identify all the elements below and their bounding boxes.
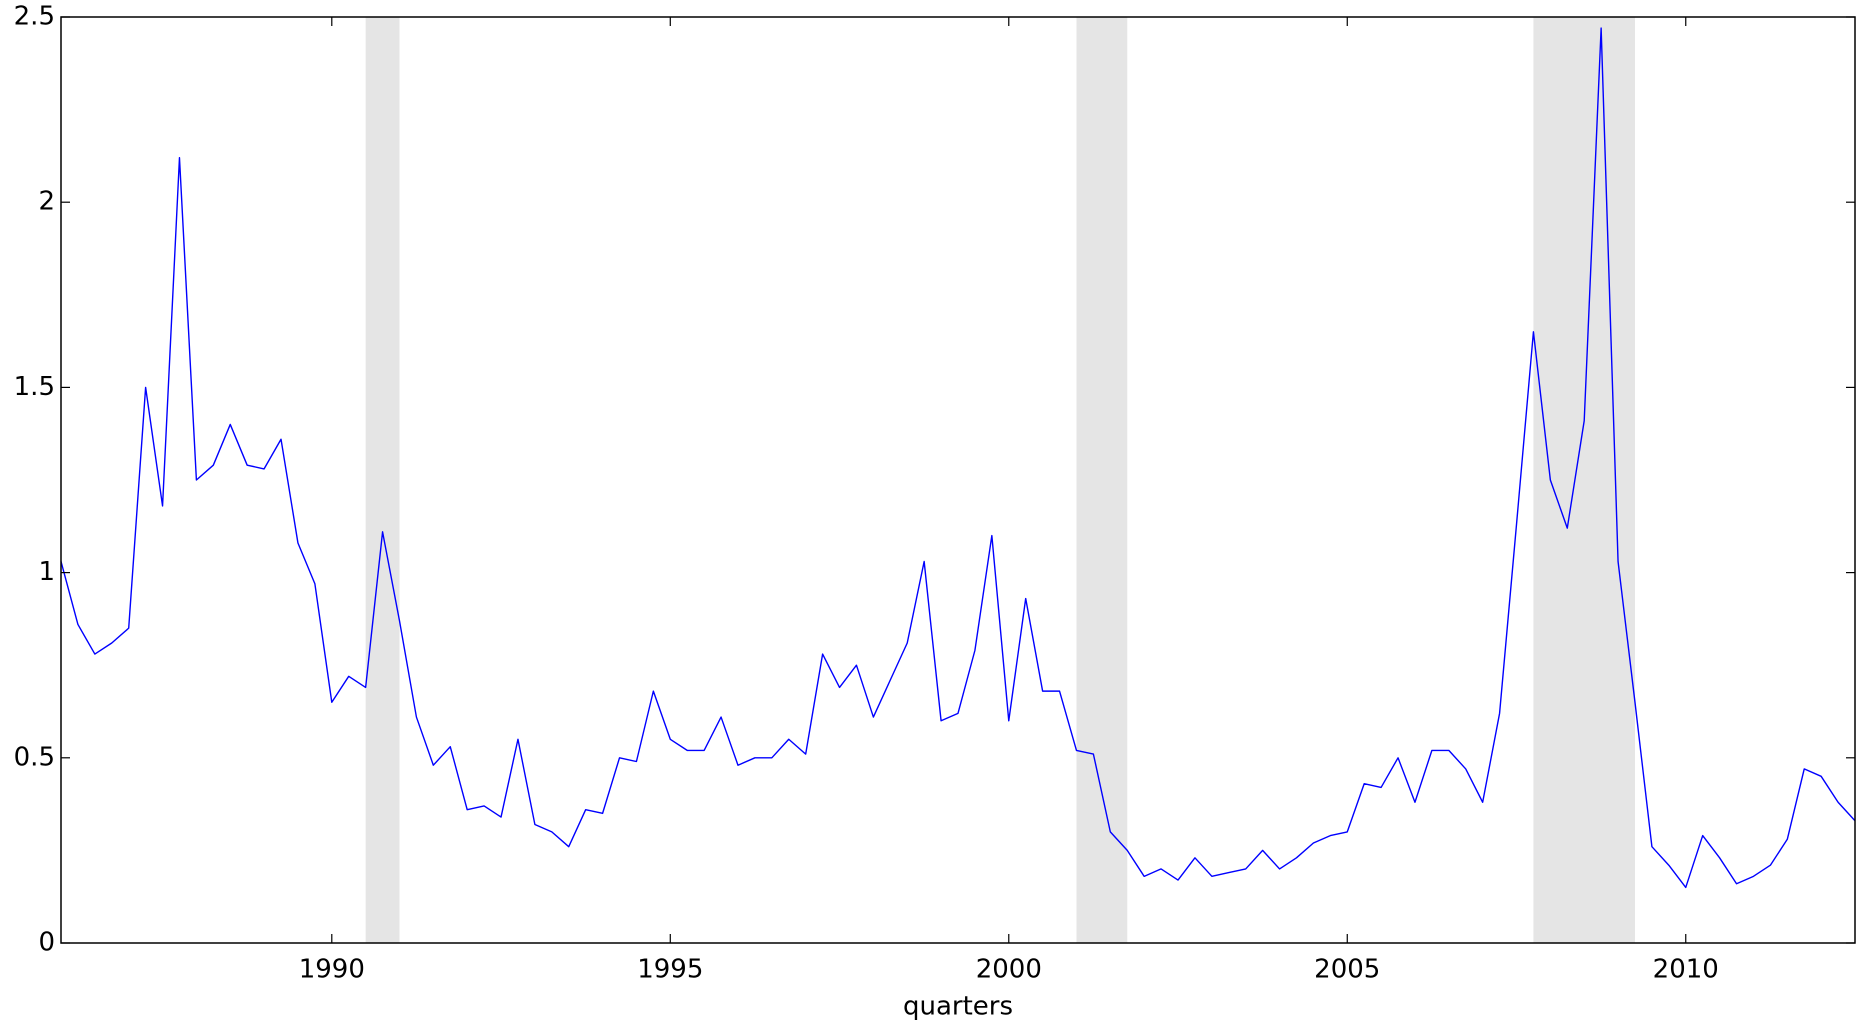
shaded-region [1533,17,1635,943]
y-tick-label: 1.5 [14,372,55,402]
x-axis-label: quarters [903,992,1013,1022]
data-line [60,27,1856,889]
y-tick-label: 1 [38,557,55,587]
y-tick-label: 0.5 [14,742,55,772]
plot-frame [60,16,1856,944]
x-tick-label: 2010 [1653,955,1719,985]
shaded-region [1076,17,1128,943]
y-tick-label: 2 [38,187,55,217]
shaded-region [365,17,400,943]
x-tick-label: 2000 [976,955,1042,985]
y-tick-label: 2.5 [14,2,55,32]
x-tick-label: 2005 [1314,955,1380,985]
y-tick-label: 0 [38,928,55,958]
x-tick-label: 1995 [637,955,703,985]
x-tick-label: 1990 [299,955,365,985]
